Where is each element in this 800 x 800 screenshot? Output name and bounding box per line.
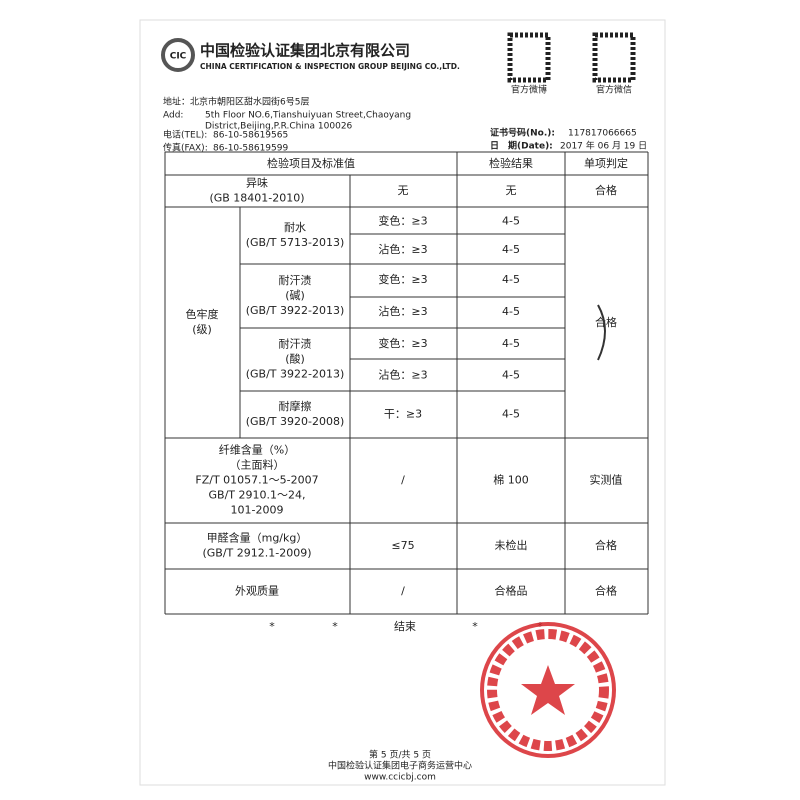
end-mark: * (332, 620, 338, 633)
test-name: (GB/T 3922-2013) (246, 368, 345, 381)
tel-label: 电话(TEL): (163, 129, 207, 141)
check-result: 4-5 (502, 368, 520, 381)
check-standard: 沾色：≥3 (378, 367, 427, 381)
item: 甲醛含量（mg/kg） (207, 531, 308, 545)
test-name: (GB/T 3922-2013) (246, 304, 345, 317)
footer-center: 中国检验认证集团电子商务运营中心 (328, 760, 472, 772)
table-header: 单项判定 (584, 156, 628, 170)
result: 无 (506, 184, 517, 197)
tel: 86-10-58619565 (213, 131, 288, 141)
item: FZ/T 01057.1～5-2007 (195, 474, 318, 487)
test-name: 耐摩擦 (279, 399, 312, 413)
judgment: 合格 (595, 183, 617, 197)
paper (139, 19, 666, 786)
address-en: 5th Floor NO.6,Tianshuiyuan Street,Chaoy… (205, 111, 411, 121)
judgment: 合格 (595, 315, 617, 329)
standard: 无 (398, 184, 409, 197)
check-standard: 干：≥3 (384, 408, 422, 421)
judgment: 合格 (595, 584, 617, 598)
item: 异味 (246, 177, 268, 190)
judgment: 实测值 (590, 473, 623, 487)
test-name: 耐汗渍 (279, 274, 312, 287)
stamp (480, 622, 616, 758)
logo: CIC (161, 38, 195, 72)
fax: 86-10-58619599 (213, 144, 288, 154)
table-grid (164, 151, 649, 615)
judgment: 合格 (595, 538, 617, 552)
date-label: 日 期(Date): (490, 140, 553, 152)
qr-label: 官方微博 (511, 84, 547, 96)
cert-no: 117817066665 (568, 129, 637, 139)
logo-mark: CIC (170, 52, 187, 62)
check-result: 4-5 (502, 408, 520, 421)
add-label: Add: (163, 111, 183, 121)
check-standard: 变色：≥3 (378, 213, 427, 227)
check-result: 4-5 (502, 305, 520, 318)
end-mark: 结束 (394, 620, 416, 633)
end-mark: * (537, 620, 543, 633)
fax-label: 传真(FAX): (163, 142, 208, 154)
item: (级) (192, 323, 212, 336)
qr-label: 官方微信 (596, 84, 632, 96)
item: (GB 18401-2010) (209, 192, 304, 205)
item: 101-2009 (231, 504, 284, 517)
qr-codes (507, 32, 636, 83)
check-standard: 沾色：≥3 (378, 304, 427, 318)
result: 棉 100 (493, 473, 529, 487)
check-standard: 变色：≥3 (378, 336, 427, 350)
handwriting (597, 304, 606, 361)
test-name: (碱) (285, 289, 305, 302)
item: GB/T 2910.1～24, (209, 489, 306, 502)
company-en: CHINA CERTIFICATION & INSPECTION GROUP B… (200, 62, 460, 71)
address-en: District,Beijing,P.R.China 100026 (205, 122, 353, 132)
test-name: (GB/T 5713-2013) (246, 236, 345, 249)
end-mark: * (269, 620, 275, 633)
check-result: 4-5 (502, 273, 520, 286)
check-result: 4-5 (502, 214, 520, 227)
date: 2017 年 06 月 19 日 (560, 140, 647, 152)
standard: / (401, 585, 405, 598)
standard: / (401, 474, 405, 487)
item: 色牢度 (186, 307, 219, 321)
page-number: 第 5 页/共 5 页 (369, 749, 431, 761)
footer-url: www.ccicbj.com (364, 773, 436, 783)
table-header: 检验项目及标准值 (267, 156, 355, 170)
end-mark: * (472, 620, 478, 633)
result: 未检出 (495, 538, 528, 552)
test-name: 耐汗渍 (279, 338, 312, 351)
company-cn: 中国检验认证集团北京有限公司 (200, 42, 410, 60)
result: 合格品 (495, 584, 528, 598)
address-cn: 地址：北京市朝阳区甜水园街6号5层 (163, 96, 309, 108)
item: (GB/T 2912.1-2009) (202, 547, 311, 560)
item: 外观质量 (235, 585, 279, 598)
check-standard: 沾色：≥3 (378, 242, 427, 256)
check-result: 4-5 (502, 243, 520, 256)
test-name: (GB/T 3920-2008) (246, 415, 345, 428)
test-name: 耐水 (284, 221, 306, 234)
table-header: 检验结果 (489, 156, 533, 170)
standard: ≤75 (391, 539, 414, 552)
item: （主面料） (230, 458, 285, 472)
table-cells: 检验项目及标准值 检验结果 单项判定异味(GB 18401-2010)无无合格色牢度… (186, 156, 629, 633)
item: 纤维含量（%） (219, 443, 295, 457)
cert-no-label: 证书号码(No.): (490, 127, 555, 139)
check-standard: 变色：≥3 (378, 272, 427, 286)
check-result: 4-5 (502, 337, 520, 350)
test-name: (酸) (285, 352, 305, 366)
